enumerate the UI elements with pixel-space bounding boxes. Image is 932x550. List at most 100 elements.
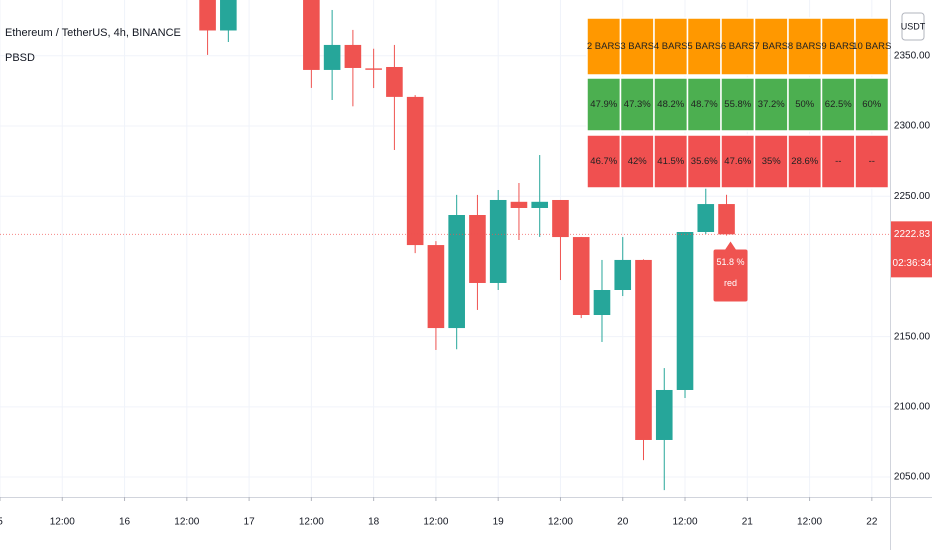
table-value: 60% <box>862 99 882 110</box>
candle-body <box>386 66 403 97</box>
table-value: 47.3% <box>624 99 651 110</box>
candle-body <box>697 204 715 232</box>
x-tick-label: 12:00 <box>50 517 75 528</box>
x-tick-label: 12:00 <box>174 517 199 528</box>
candle-body <box>510 201 528 208</box>
price-label-box <box>891 221 932 278</box>
candle-body <box>718 204 735 235</box>
x-tick-label: 19 <box>493 517 505 528</box>
table-cell <box>820 134 856 189</box>
candle-body <box>614 259 632 290</box>
table-value: 28.6% <box>791 156 818 167</box>
y-tick-label: 2350.00 <box>894 50 931 61</box>
x-tick-label: 12:00 <box>548 517 573 528</box>
y-tick-label: 2050.00 <box>894 472 931 483</box>
candle-body <box>635 259 652 440</box>
table-cell <box>619 17 655 76</box>
x-tick-label: 12:00 <box>423 517 448 528</box>
candle-body <box>303 0 320 70</box>
table-header: 3 BARS <box>620 41 654 52</box>
candle-body <box>593 289 611 315</box>
table-value: 47.6% <box>724 156 751 167</box>
x-tick-label: 12:00 <box>797 517 822 528</box>
candle-body <box>572 237 590 315</box>
table-cell <box>586 77 622 132</box>
table-value: 35% <box>762 156 782 167</box>
x-tick-label: 21 <box>742 517 754 528</box>
table-cell <box>854 17 890 76</box>
table-cell <box>686 17 722 76</box>
candle-body <box>655 389 673 440</box>
candle-body <box>406 96 424 246</box>
candle-body <box>531 201 549 208</box>
table-value: 62.5% <box>825 99 852 110</box>
table-cell <box>820 77 856 132</box>
x-tick-label: 16 <box>119 517 131 528</box>
y-tick-label: 2150.00 <box>894 331 931 342</box>
table-value: 55.8% <box>724 99 751 110</box>
candle-body <box>469 215 486 283</box>
currency-box[interactable] <box>901 12 925 41</box>
y-tick-label: 2100.00 <box>894 401 931 412</box>
table-value: 48.7% <box>691 99 718 110</box>
table-cell <box>653 134 689 189</box>
candle-body <box>323 44 341 70</box>
candle-body <box>427 245 445 329</box>
table-cell <box>820 17 856 76</box>
candle-body <box>199 0 216 31</box>
table-value: -- <box>835 156 841 167</box>
x-tick-label: 12:00 <box>299 517 324 528</box>
table-value: 47.9% <box>590 99 617 110</box>
annotation-text: red <box>724 278 737 288</box>
stats-table: 2 BARS 3 BARS 4 BARS 5 BARS 6 BARS 7 BARS 8 BA… <box>586 17 891 189</box>
table-header: 9 BARS <box>821 41 855 52</box>
candle-body <box>448 215 465 329</box>
table-cell <box>720 77 756 132</box>
table-cell <box>787 77 823 132</box>
overlay: 2222.83 02:36:34 51.8 % red <box>0 221 932 302</box>
annotation-pointer <box>724 241 737 251</box>
table-header: 5 BARS <box>687 41 721 52</box>
table-value: 50% <box>795 99 815 110</box>
candle-body <box>489 199 507 283</box>
currency[interactable]: USDT <box>901 21 926 31</box>
x-tick-label: 18 <box>368 517 380 528</box>
table-cell <box>586 134 622 189</box>
table-value: 41.5% <box>657 156 684 167</box>
table-header: 8 BARS <box>788 41 822 52</box>
x-tick-label: 5 <box>0 517 3 528</box>
indicator-name: PBSD <box>5 52 35 64</box>
candle-body <box>552 199 569 238</box>
candle-body <box>344 44 362 68</box>
table-value: 35.6% <box>691 156 718 167</box>
table-cell <box>854 134 890 189</box>
table-value: 46.7% <box>590 156 617 167</box>
table-cell <box>787 134 823 189</box>
table-cell <box>619 134 655 189</box>
table-value: 48.2% <box>657 99 684 110</box>
table-header: 10 BARS <box>852 41 891 52</box>
table-cell <box>753 77 789 132</box>
table-cell <box>619 77 655 132</box>
current-price-label: 2222.83 <box>894 229 931 240</box>
table-cell <box>686 77 722 132</box>
table-cell <box>854 77 890 132</box>
table-cell <box>586 17 622 76</box>
x-tick-label: 20 <box>617 517 629 528</box>
table-value: 42% <box>628 156 648 167</box>
candles <box>199 0 735 491</box>
table-header: 4 BARS <box>654 41 688 52</box>
table-value: 37.2% <box>758 99 785 110</box>
table-header: 6 BARS <box>721 41 755 52</box>
annotation-box <box>713 249 748 302</box>
x-tick-label: 17 <box>244 517 256 528</box>
countdown: 02:36:34 <box>893 258 932 269</box>
annotation-text: 51.8 % <box>717 257 745 267</box>
table-cell <box>720 17 756 76</box>
candle-body <box>676 231 694 390</box>
table-cell <box>686 134 722 189</box>
x-tick-label: 22 <box>866 517 878 528</box>
table-value: -- <box>869 156 875 167</box>
